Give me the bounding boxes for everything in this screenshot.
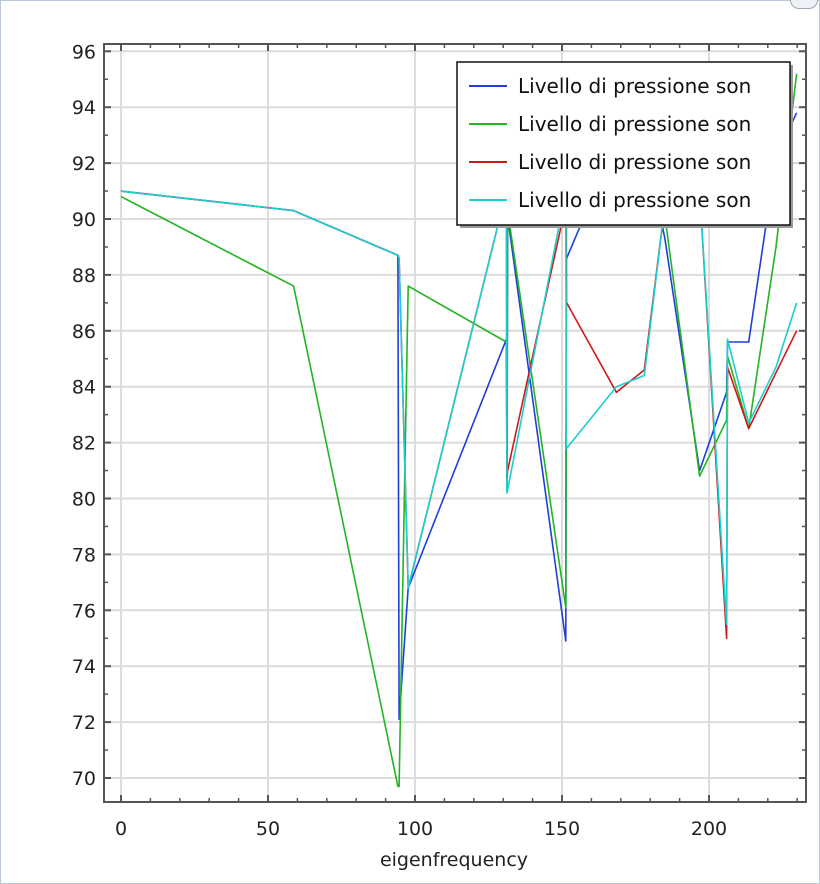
y-tick-label: 80	[72, 489, 96, 511]
axis-ticks	[104, 44, 806, 802]
y-tick-label: 94	[72, 97, 96, 119]
series-line-3	[120, 190, 798, 640]
x-tick-label: 50	[256, 818, 280, 840]
x-tick-label: 150	[544, 818, 580, 840]
x-tick-label: 200	[691, 818, 727, 840]
y-tick-label: 72	[72, 712, 96, 734]
y-tick-label: 88	[72, 265, 96, 287]
x-axis-title: eigenfrequency	[380, 849, 528, 871]
y-tick-label: 90	[72, 209, 96, 231]
y-tick-label: 84	[72, 377, 96, 399]
y-tick-label: 74	[72, 656, 96, 678]
legend[interactable]: Livello di pressione son Livello di press…	[456, 61, 793, 228]
series-line-4	[120, 190, 798, 626]
y-tick-label: 76	[72, 600, 96, 622]
legend-box	[456, 61, 791, 226]
y-tick-label: 96	[72, 41, 96, 63]
y-tick-label: 70	[72, 768, 96, 790]
legend-label: Livello di pressione son	[518, 150, 751, 174]
x-tick-label: 100	[397, 818, 433, 840]
legend-label: Livello di pressione son	[518, 74, 751, 98]
y-tick-label: 92	[72, 153, 96, 175]
y-tick-label: 86	[72, 321, 96, 343]
y-tick-label: 78	[72, 544, 96, 566]
x-tick-label: 0	[115, 818, 127, 840]
legend-label: Livello di pressione son	[518, 188, 751, 212]
plot-area-border	[103, 43, 807, 803]
legend-label: Livello di pressione son	[518, 112, 751, 136]
y-tick-label: 82	[72, 433, 96, 455]
tick-labels: 70 72 74 76 78 80 82 84 86 88 90 92 94 96 0 50 100 150 200	[72, 41, 727, 840]
